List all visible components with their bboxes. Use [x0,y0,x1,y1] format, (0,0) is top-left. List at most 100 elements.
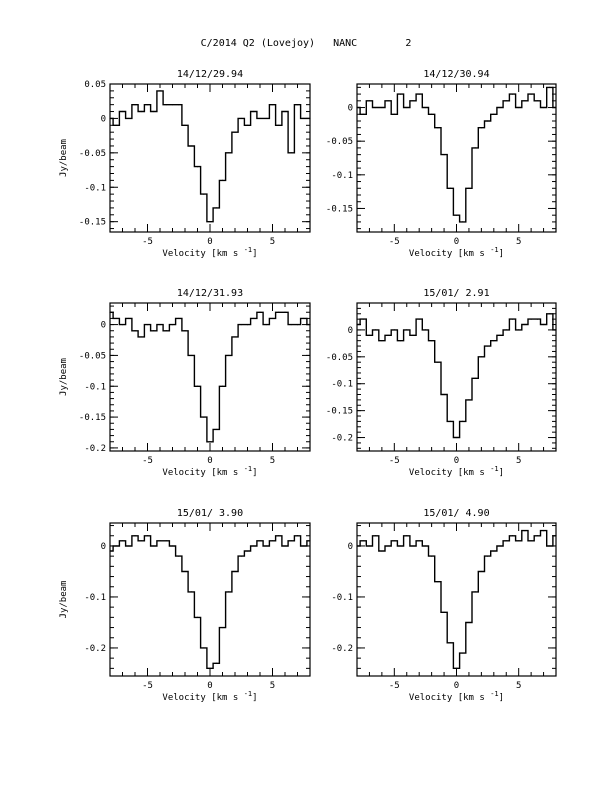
y-tick-label: -0.1 [84,382,106,392]
spectrum-point [153,110,155,113]
spectrum-point [468,187,470,189]
spectrum-point [393,329,395,331]
spectrum-point [437,581,439,583]
spectrum-point [486,555,489,557]
spectrum-point [362,113,364,115]
spectrum-point [128,117,130,120]
spectrum-point [443,611,445,613]
spectrum-point [215,207,217,209]
spectrum-point [524,530,526,532]
spectrum-point [303,545,305,547]
x-tick-label: -5 [389,456,400,466]
spectrum-panel-1: 14/12/29.94 -5 0 5 0.05 0 -0.05 -0.1 -0.15 Veloci… [59,69,311,259]
spectrum-point [271,317,274,320]
y-tick-label: -0.15 [326,407,353,417]
spectrum-point [284,311,286,313]
spectrum-point [437,127,439,129]
spectrum-point [134,330,136,332]
spectrum-point [455,214,458,216]
spectrum-point [555,106,557,109]
spectrum-point [412,100,414,102]
spectrum-point [449,187,451,189]
spectrum-point [171,545,174,547]
x-tick-label: 5 [516,237,521,247]
spectrum-point [399,340,402,342]
spectrum-point [215,428,217,431]
y-tick-label: 0.05 [84,80,106,90]
spectrum-point [406,329,408,331]
panel-title: 15/01/ 2.91 [423,288,489,299]
spectrum-point [121,540,124,542]
spectrum-panel-2: 14/12/30.94 -5 0 5 0 -0.05 -0.1 -0.15 Velocity [… [326,69,557,259]
y-tick-label: -0.05 [79,351,106,361]
spectrum-panel-5: 15/01/ 3.90 -5 0 5 0 -0.1 -0.2 Velocity [km s -… [59,508,311,703]
spectrum-point [368,545,371,547]
spectrum-point [406,535,408,537]
spectrum-point [134,535,136,537]
spectrum-point [178,104,180,106]
x-tick-label: 5 [270,456,275,466]
spectrum-point [278,311,280,313]
x-tick-label: 5 [516,681,521,691]
spectrum-point [356,545,358,547]
spectrum-line [110,311,310,443]
spectrum-point [178,317,180,320]
spectrum-point [121,323,124,326]
spectrum-point [462,221,464,223]
spectrum-point [165,330,167,332]
x-axis-label: Velocity [km s -1] [162,246,257,259]
spectrum-point [246,550,249,552]
spectrum-point [542,530,545,532]
y-tick-label: -0.05 [326,137,353,147]
panel-title: 14/12/31.93 [177,288,243,299]
spectrum-point [203,416,205,418]
spectrum-panel-3: 14/12/31.93 -5 0 5 0 -0.05 -0.1 -0.15 -0.2 Veloci… [59,288,311,478]
spectrum-point [278,124,280,126]
spectrum-point [228,354,230,357]
spectrum-point [265,545,267,547]
panel-title: 14/12/29.94 [177,69,243,80]
spectrum-point [309,540,311,542]
spectrum-line [357,529,556,669]
spectrum-point [480,356,482,358]
plot-frame [356,83,557,233]
spectrum-point [165,104,167,106]
spectrum-point [159,540,161,542]
panel-title: 14/12/30.94 [423,69,489,80]
spectrum-point [115,545,117,547]
x-axis-label: Velocity [km s -1] [409,690,504,703]
spectrum-point [505,540,507,542]
spectrum-point [362,318,364,320]
spectrum-point [518,106,520,109]
spectrum-point [493,113,495,115]
spectrum-point [387,545,389,547]
panel-title: 15/01/ 4.90 [423,508,489,519]
x-axis-label: Velocity [km s -1] [409,246,504,259]
x-tick-label: 0 [207,237,212,247]
spectrum-point [468,621,470,624]
spectrum-point [278,535,280,537]
spectrum-point [309,117,311,120]
y-tick-label: -0.2 [331,644,353,654]
x-tick-label: -5 [142,681,153,691]
spectrum-point [381,340,383,342]
y-tick-label: -0.1 [331,380,353,390]
spectrum-line [357,313,556,439]
spectrum-point [109,117,111,120]
spectrum-point [234,131,236,133]
spectrum-point [474,377,476,379]
y-tick-label: 0 [101,321,106,331]
y-tick-label: -0.15 [79,413,106,423]
spectrum-point [424,329,427,331]
spectrum-point [518,540,520,542]
spectrum-point [375,535,377,537]
spectrum-point [196,385,199,387]
spectrum-point [221,626,224,629]
spectrum-point [246,323,249,326]
panel-title: 15/01/ 3.90 [177,508,243,519]
spectrum-point [437,361,439,363]
y-tick-label: -0.1 [331,171,353,181]
spectrum-point [505,100,507,102]
spectrum-point [412,545,414,547]
spectrum-point [178,555,180,557]
